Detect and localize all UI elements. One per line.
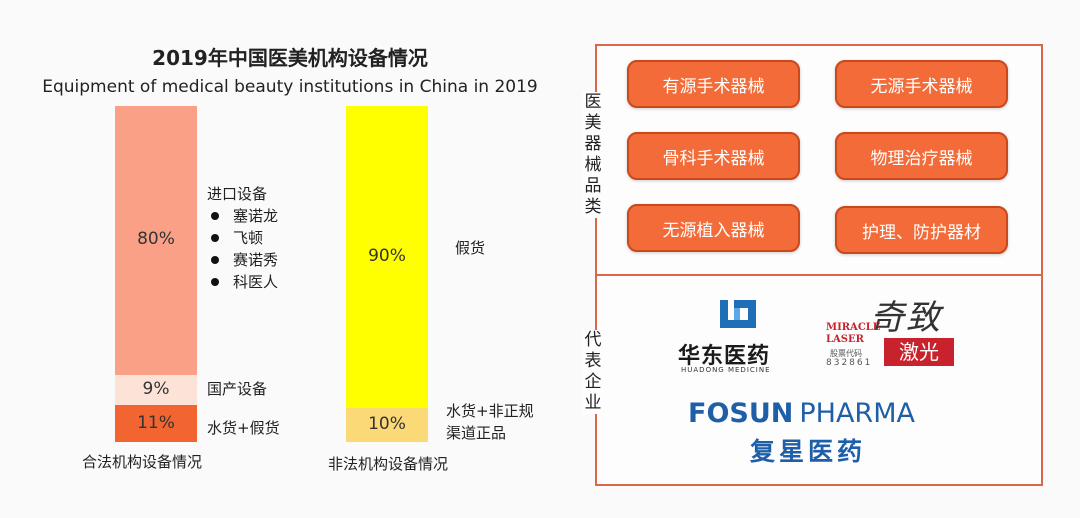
- fosun-english-name: FOSUN PHARMA: [688, 398, 915, 429]
- huadong-mark-icon: [720, 300, 756, 328]
- vertical-label-char: 业: [582, 393, 604, 414]
- category-passive-implant: 无源植入器械: [627, 204, 800, 252]
- brand-item: 科医人: [207, 271, 278, 293]
- representative-companies-panel: [595, 276, 1043, 486]
- imported-label: 进口设备: [207, 185, 268, 203]
- fosun-chinese-name: 复星医药: [750, 437, 867, 466]
- category-active-surgical: 有源手术器械: [627, 60, 800, 108]
- vertical-label-char: 品: [582, 176, 604, 197]
- fosun-english-1: FOSUN: [688, 398, 794, 429]
- data-label: 11%: [137, 412, 175, 433]
- bar-legal: 80% 9% 11%: [115, 106, 197, 442]
- category-passive-surgical: 无源手术器械: [835, 60, 1008, 108]
- vertical-label-char: 器: [582, 134, 604, 155]
- bar-segment: 9%: [115, 374, 197, 406]
- vertical-label-char: 美: [582, 113, 604, 134]
- device-categories-label: 医美器械品类: [582, 92, 604, 218]
- miracle-stock-label: 股票代码: [830, 349, 862, 358]
- chart-title: 2019年中国医美机构设备情况: [152, 46, 428, 70]
- huadong-chinese-name: 华东医药: [678, 344, 771, 369]
- brand-name: 赛诺秀: [233, 251, 279, 269]
- segment-name-grey-genuine: 水货+非正规渠道正品: [446, 402, 534, 442]
- data-label: 90%: [368, 246, 406, 267]
- huadong-logo: 华东医药 HUADONG MEDICINE: [676, 296, 806, 376]
- category-label-legal: 合法机构设备情况: [82, 453, 203, 471]
- miracle-english-2: LASER: [826, 334, 864, 345]
- data-label: 9%: [142, 378, 170, 399]
- brand-name: 塞诺龙: [233, 207, 279, 225]
- data-label: 10%: [368, 414, 406, 435]
- miracle-chinese-bottom: 激光: [884, 338, 954, 366]
- category-care-protection: 护理、防护器材: [835, 206, 1008, 254]
- brand-name: 科医人: [233, 273, 279, 291]
- segment-name-imported: 进口设备 塞诺龙 飞顿 赛诺秀 科医人: [207, 183, 278, 293]
- miracle-stock-code: 832861: [826, 358, 873, 368]
- segment-name-domestic: 国产设备: [207, 380, 268, 398]
- bullet-icon: [211, 255, 219, 264]
- miracle-english-1: MIRACLE: [826, 322, 881, 333]
- segment-name-fake: 假货: [455, 239, 486, 257]
- vertical-label-char: 代: [582, 330, 604, 351]
- bar-segment: 80%: [115, 106, 197, 375]
- miracle-laser-logo: 奇致 MIRACLE LASER 股票代码 832861 激光: [826, 290, 966, 370]
- brand-item: 塞诺龙: [207, 205, 278, 227]
- fosun-english-2: PHARMA: [799, 398, 915, 429]
- vertical-label-char: 企: [582, 372, 604, 393]
- chart-subtitle: Equipment of medical beauty institutions…: [42, 77, 538, 97]
- data-label: 80%: [137, 229, 175, 250]
- vertical-label-char: 医: [582, 92, 604, 113]
- category-physiotherapy: 物理治疗器械: [835, 132, 1008, 180]
- brand-item: 飞顿: [207, 227, 278, 249]
- bullet-icon: [211, 211, 219, 220]
- bullet-icon: [211, 277, 219, 286]
- bar-segment: 11%: [115, 405, 197, 442]
- bar-segment: 90%: [346, 106, 428, 409]
- huadong-english-name: HUADONG MEDICINE: [681, 366, 771, 374]
- miracle-chinese-top: 奇致: [870, 298, 942, 338]
- bar-segment: 10%: [346, 408, 428, 442]
- vertical-label-char: 械: [582, 155, 604, 176]
- vertical-label-char: 类: [582, 197, 604, 218]
- vertical-label-char: 表: [582, 351, 604, 372]
- segment-name-grey-fake: 水货+假货: [207, 419, 280, 437]
- representative-companies-label: 代表企业: [582, 330, 604, 414]
- category-label-illegal: 非法机构设备情况: [328, 455, 449, 473]
- brand-name: 飞顿: [233, 229, 264, 247]
- category-orthopedic-surgical: 骨科手术器械: [627, 132, 800, 180]
- brand-item: 赛诺秀: [207, 249, 278, 271]
- fosun-pharma-logo: FOSUN PHARMA 复星医药: [688, 398, 938, 468]
- bar-illegal: 90% 10%: [346, 106, 428, 442]
- bullet-icon: [211, 233, 219, 242]
